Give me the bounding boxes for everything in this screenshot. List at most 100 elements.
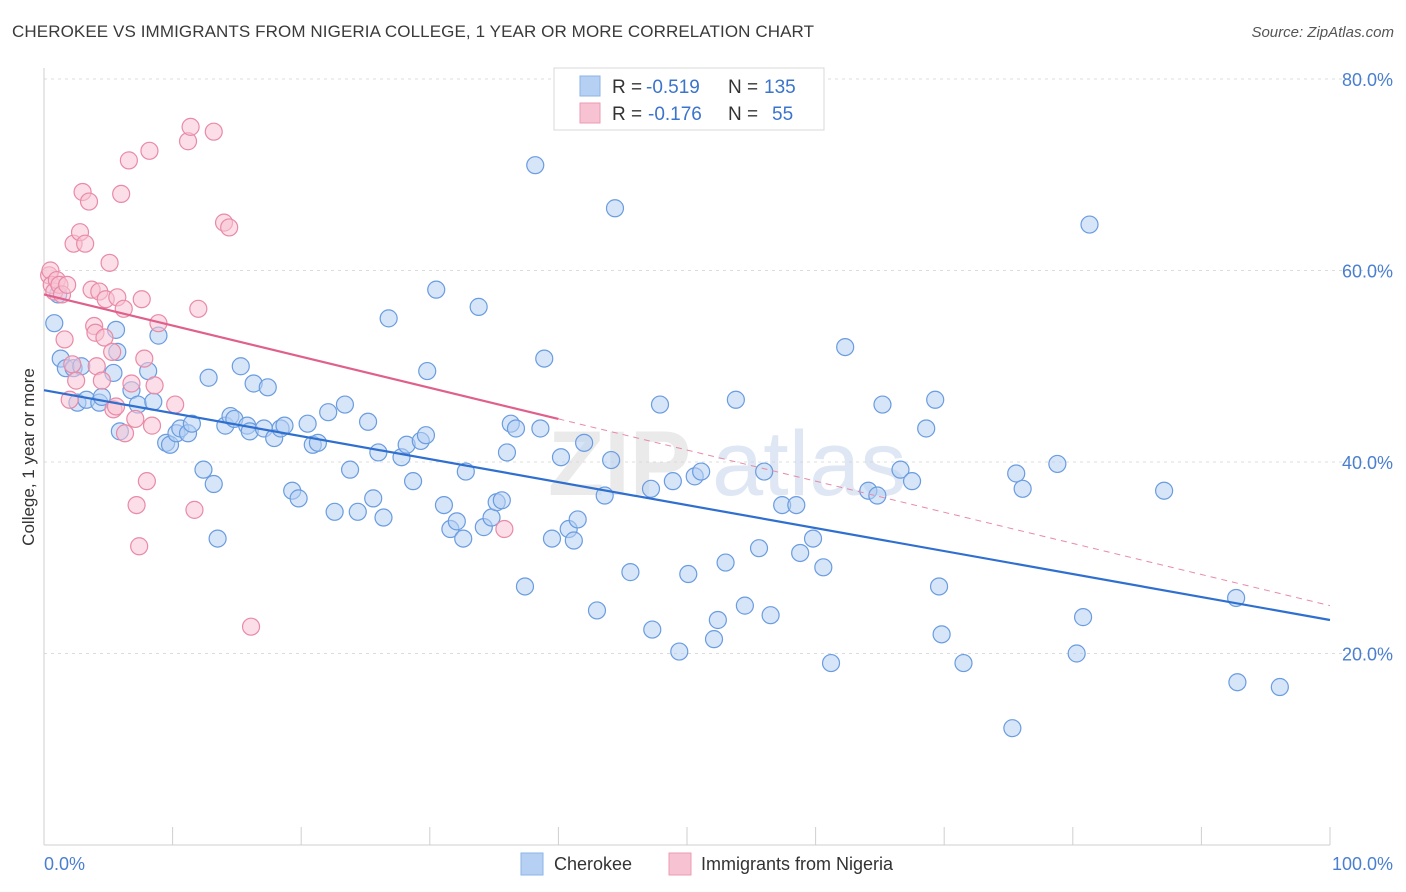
cherokee-point [735,596,754,615]
cherokee-point [1080,215,1099,234]
nigeria-point [92,371,111,390]
cherokee-point [369,443,388,462]
cherokee-point [1155,481,1174,500]
cherokee-point [308,433,328,452]
y-tick-labels: 20.0% 40.0% 60.0% 80.0% [1342,70,1393,665]
nigeria-point [140,141,159,160]
cherokee-point [902,472,922,491]
cherokee-point [954,653,973,673]
nigeria-point [119,151,138,170]
cherokee-point [319,403,338,422]
cherokee-point [663,472,682,491]
cherokee-point [434,495,454,515]
cherokee-point [182,414,201,433]
nigeria-point [145,376,164,395]
legend-r-label-2: R = [612,104,642,125]
legend-n-label-1: N = [728,77,758,98]
cherokee-point [1270,677,1289,697]
cherokee-point [535,349,554,368]
chart-title: CHEROKEE VS IMMIGRANTS FROM NIGERIA COLL… [12,22,815,41]
nigeria-point [135,349,154,368]
cherokee-point [749,539,769,558]
nigeria-point [166,395,185,414]
cherokee-point [325,502,344,521]
bottom-legend-swatch-cherokee [520,852,544,876]
nigeria-point [100,253,119,272]
nigeria-trendline-extension [558,418,1331,607]
cherokee-point [348,502,367,521]
nigeria-point [106,397,126,416]
cherokee-point [726,390,745,409]
legend-swatch-cherokee [579,75,601,97]
nigeria-points [40,117,514,636]
cherokee-point [492,491,511,510]
cherokee-point [335,395,355,414]
cherokee-point [340,460,360,479]
cherokee-point [716,553,735,572]
legend-r-value-2: -0.176 [648,104,702,125]
cherokee-point [403,472,423,491]
nigeria-point [132,290,151,309]
nigeria-point [95,328,114,347]
y-tick-label: 60.0% [1342,262,1393,282]
cherokee-point [289,489,308,508]
bottom-legend-nigeria: Immigrants from Nigeria [701,854,894,874]
legend-n-label-2: N = [728,104,758,125]
cherokee-point [791,543,810,563]
cherokee-point [427,280,446,299]
cherokee-point [531,419,550,438]
cherokee-point [497,443,517,462]
cherokee-point [199,368,218,387]
nigeria-point [220,218,239,237]
cherokee-point [45,314,64,333]
cherokee-point [416,426,436,445]
cherokee-point [1073,608,1093,627]
nigeria-point [185,500,204,519]
cherokee-point [602,450,621,470]
x-tick-labels: 0.0% 100.0% [44,854,1393,874]
cherokee-point [208,529,227,548]
nigeria-point [137,472,156,491]
cherokee-point [670,642,689,661]
cherokee-point [204,474,223,494]
nigeria-point [79,192,99,211]
legend-n-value-2: 55 [772,104,793,125]
cherokee-point [679,564,698,584]
nigeria-point [142,416,162,435]
legend-n-value-1: 135 [764,77,796,98]
cherokee-point [447,512,466,531]
chart-source: Source: ZipAtlas.com [1251,24,1394,41]
legend-r-label-1: R = [612,77,642,98]
nigeria-point [63,355,82,374]
cherokee-point [1048,454,1067,474]
nigeria-point [115,424,135,443]
cherokee-point [836,338,855,357]
nigeria-point [241,617,261,636]
nigeria-point [127,495,146,515]
nigeria-point [181,117,200,136]
trendlines [43,293,1331,622]
series-legend: Cherokee Immigrants from Nigeria [520,852,894,876]
cherokee-point [575,433,594,452]
cherokee-point [643,620,662,639]
cherokee-point [418,361,437,381]
cherokee-point [1067,644,1086,663]
cherokee-point [605,199,625,218]
cherokee-point [526,156,545,175]
cherokee-point [231,357,250,376]
nigeria-point [55,330,74,349]
cherokee-point [704,630,724,649]
cherokee-point [469,297,488,316]
nigeria-point [67,371,86,390]
axes [43,68,1331,846]
cherokee-point [708,610,727,630]
cherokee-point [1007,464,1026,483]
cherokee-point [891,460,910,479]
cherokee-point [868,486,887,505]
nigeria-trendline [43,293,559,420]
cherokee-point [621,563,640,582]
cherokee-point [258,378,277,397]
cherokee-point [542,529,562,548]
cherokee-point [787,495,806,515]
